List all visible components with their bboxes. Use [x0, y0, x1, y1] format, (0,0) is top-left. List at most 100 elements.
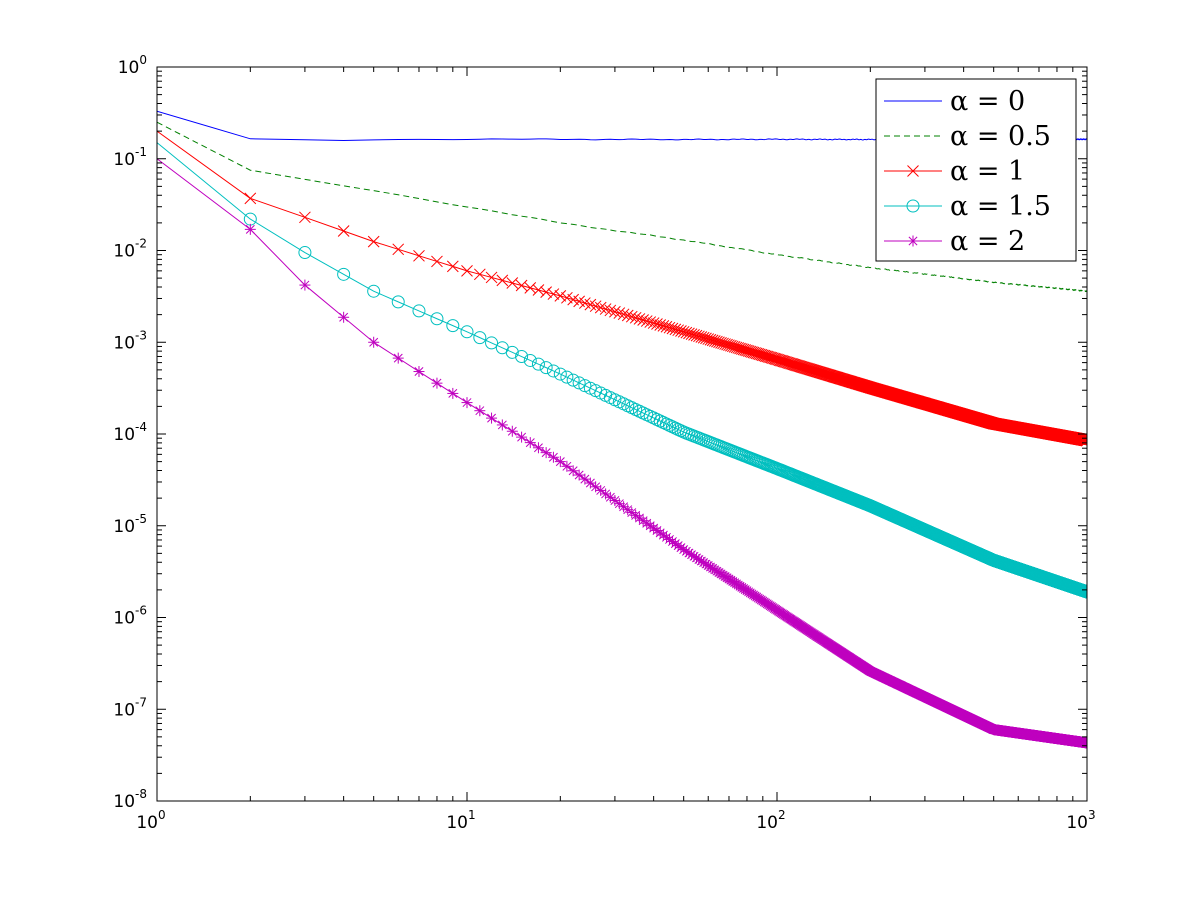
series-1: [157, 121, 1087, 292]
marker-2-83: [746, 346, 758, 358]
marker-4-18: [540, 447, 552, 459]
marker-2-15: [515, 279, 528, 292]
marker-4-43: [657, 529, 669, 541]
marker-2-104: [776, 355, 789, 367]
marker-3-11: [473, 331, 487, 345]
marker-3-15: [515, 350, 529, 364]
marker-2-18: [540, 286, 552, 298]
legend-label-2: α = 1: [950, 156, 1025, 187]
marker-2-14: [506, 277, 519, 289]
marker-2-2: [244, 192, 257, 205]
marker-2-40: [647, 317, 660, 329]
marker-3-44: [659, 417, 673, 431]
marker-4-8: [431, 377, 443, 389]
series-line-1: [157, 121, 1087, 292]
legend-label-4: α = 2: [950, 226, 1025, 257]
marker-2-1000: [1081, 434, 1087, 447]
marker-2-56: [693, 330, 705, 343]
marker-2-10: [461, 265, 473, 277]
marker-3-19: [546, 364, 560, 378]
marker-4-15: [516, 431, 528, 443]
marker-4-42: [654, 527, 666, 539]
marker-2-36: [633, 313, 646, 325]
series-markers-3: [243, 212, 1087, 599]
legend-label-1: α = 0.5: [950, 121, 1051, 152]
marker-2-13: [496, 274, 509, 287]
marker-2-84: [747, 346, 760, 359]
legend-label-0: α = 0: [950, 86, 1025, 117]
marker-2-79: [739, 344, 752, 356]
series-2: [157, 130, 1087, 447]
marker-2-59: [700, 332, 712, 345]
marker-4-14: [506, 425, 518, 437]
marker-2-5: [367, 235, 380, 248]
marker-2-38: [640, 315, 653, 327]
marker-2-34: [625, 310, 638, 323]
marker-4-41: [651, 525, 663, 537]
marker-4-40: [648, 522, 660, 534]
marker-2-78: [737, 343, 750, 356]
marker-3-17: [531, 357, 545, 371]
series-markers-2: [244, 192, 1087, 447]
marker-2-33: [621, 309, 634, 322]
marker-3-47: [668, 421, 682, 435]
marker-3-8: [430, 312, 444, 326]
marker-2-20: [554, 290, 567, 302]
marker-2-105: [777, 355, 790, 368]
marker-2-54: [688, 329, 700, 341]
marker-4-16: [524, 437, 536, 449]
marker-2-60: [702, 333, 715, 345]
marker-3-5: [367, 284, 381, 298]
marker-4-13: [496, 419, 508, 431]
marker-4-6: [392, 352, 404, 364]
marker-3-43: [656, 416, 670, 430]
marker-2-53: [685, 328, 698, 340]
marker-2-4: [337, 225, 350, 237]
marker-2-63: [708, 335, 721, 347]
marker-3-21: [560, 370, 574, 384]
marker-3-46: [665, 420, 679, 434]
marker-4-12: [486, 412, 498, 424]
marker-4-21: [561, 460, 573, 472]
marker-2-27: [594, 301, 607, 314]
marker-2-26: [589, 300, 602, 313]
marker-2-61: [704, 333, 717, 346]
marker-2-6: [392, 243, 405, 256]
marker-2-55: [690, 329, 703, 342]
marker-3-4: [337, 267, 351, 281]
marker-2-12: [485, 271, 498, 284]
marker-2-106: [778, 355, 791, 368]
marker-2-32: [617, 308, 630, 321]
marker-2-9: [446, 260, 459, 273]
marker-4-2: [244, 223, 256, 235]
marker-3-14: [505, 345, 519, 359]
marker-2-41: [651, 318, 663, 330]
marker-2-62: [706, 334, 719, 347]
marker-3-16: [523, 353, 537, 367]
marker-2-17: [532, 284, 545, 296]
marker-4-9: [447, 387, 459, 399]
marker-2-81: [742, 345, 755, 357]
marker-2-8: [431, 255, 443, 268]
marker-3-10: [460, 325, 474, 339]
marker-4-3: [299, 279, 311, 291]
marker-3-12: [485, 336, 499, 350]
marker-3-45: [662, 418, 676, 432]
marker-2-52: [683, 327, 695, 340]
marker-4-5: [368, 336, 380, 348]
marker-2-29: [604, 304, 617, 317]
marker-4-11: [474, 405, 486, 417]
legend-marker-4: [907, 235, 919, 247]
marker-2-21: [561, 291, 573, 304]
marker-3-9: [446, 319, 460, 333]
marker-2-42: [654, 319, 667, 331]
marker-3-18: [539, 361, 553, 375]
marker-2-31: [613, 307, 626, 319]
marker-2-16: [524, 281, 537, 294]
marker-2-57: [695, 331, 708, 343]
legend: α = 0 α = 0.5 α = 1 α = 1.5 α = 2: [875, 78, 1077, 262]
marker-4-10: [461, 397, 473, 409]
marker-2-37: [637, 314, 649, 326]
marker-4-20: [554, 456, 566, 468]
